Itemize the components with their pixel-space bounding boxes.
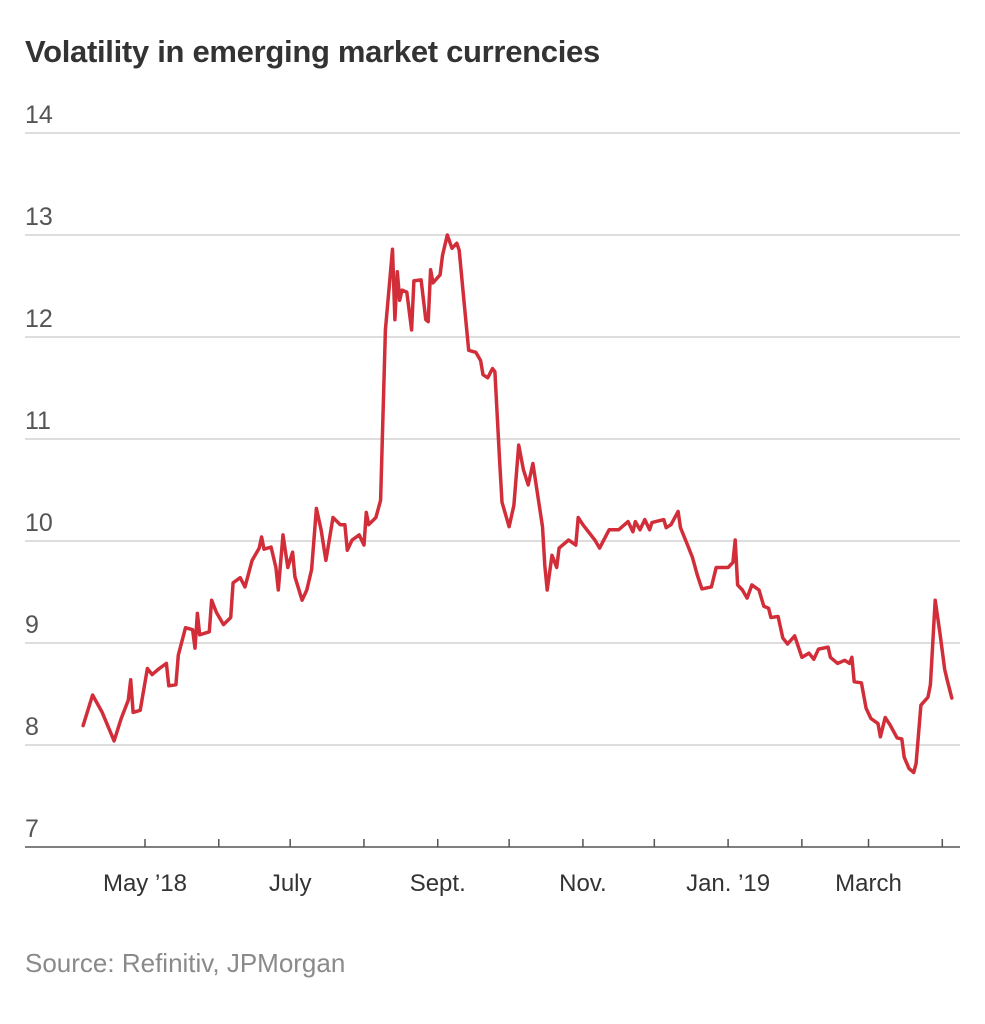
y-tick-label: 12 [25, 305, 53, 333]
y-tick-label: 9 [25, 611, 39, 639]
x-tick-label: Jan. ’19 [686, 870, 770, 897]
x-axis: May ’18 July Sept. Nov. Jan. ’19 March [25, 839, 960, 897]
line-chart: 7 8 9 10 11 12 13 14 May ’18 July Sept. Nov. Jan. ’… [25, 101, 960, 897]
gridlines [25, 132, 960, 746]
x-tick-label: Nov. [559, 870, 607, 897]
y-axis: 7 8 9 10 11 12 13 14 [25, 101, 53, 843]
x-tick-label: Sept. [410, 870, 466, 897]
series-group [81, 233, 954, 775]
y-tick-label: 10 [25, 509, 53, 537]
y-tick-label: 11 [25, 407, 51, 435]
series-line [81, 233, 954, 775]
y-tick-label: 8 [25, 713, 39, 741]
chart-title: Volatility in emerging market currencies [25, 34, 600, 69]
y-tick-label: 7 [25, 815, 39, 843]
x-tick-label: July [269, 870, 312, 897]
x-tick-label: May ’18 [103, 870, 187, 897]
source-note: Source: Refinitiv, JPMorgan [25, 948, 346, 978]
x-tick-label: March [835, 870, 902, 897]
y-tick-label: 14 [25, 101, 53, 129]
y-tick-label: 13 [25, 203, 53, 231]
